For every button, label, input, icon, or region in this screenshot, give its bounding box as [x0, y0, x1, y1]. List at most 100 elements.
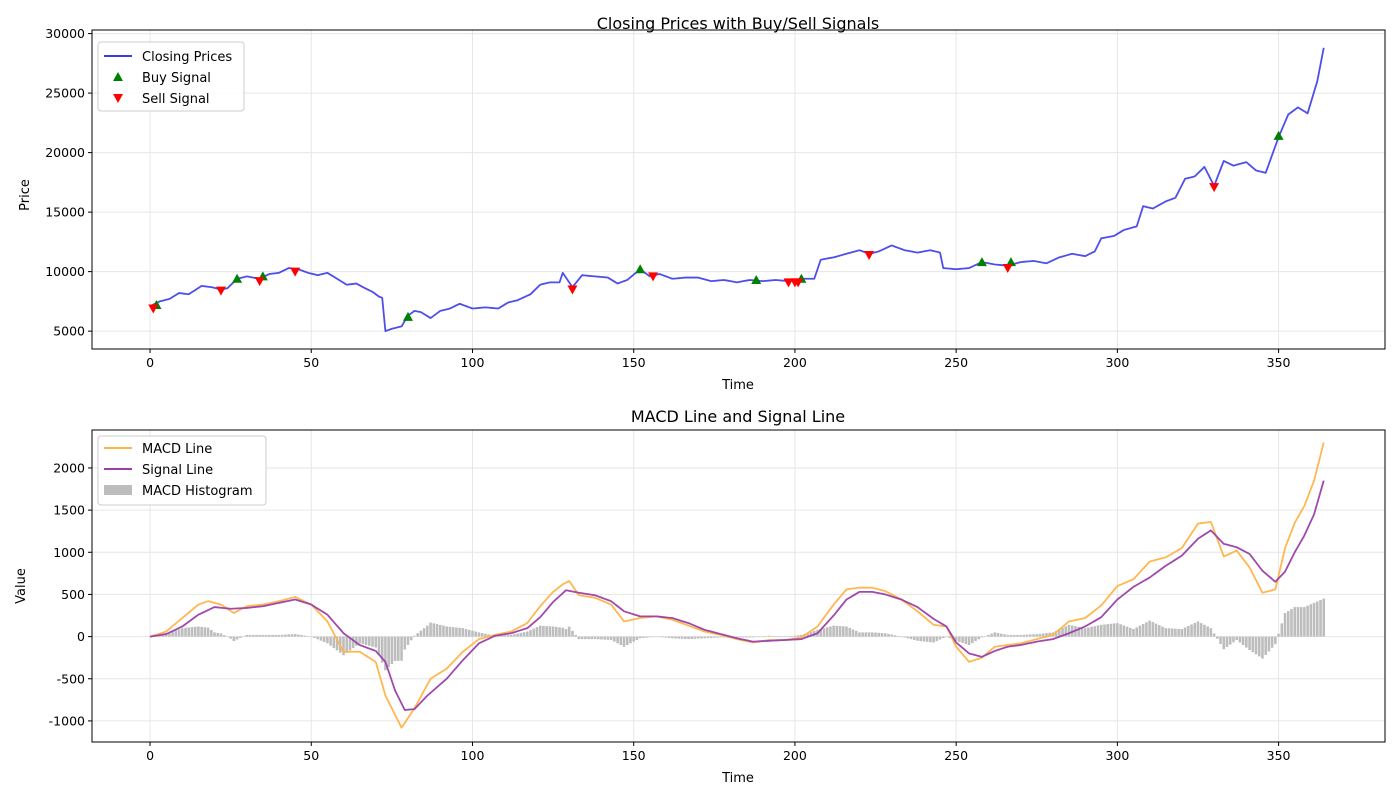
- macd-histogram-bar: [603, 636, 606, 640]
- macd-histogram-bar: [348, 636, 352, 651]
- macd-histogram-bar: [197, 626, 200, 637]
- macd-histogram-bar: [1261, 636, 1264, 659]
- macd-histogram-bar: [387, 636, 390, 668]
- macd-histogram-bar: [542, 625, 545, 637]
- macd-histogram-bar: [255, 634, 258, 637]
- macd-histogram-bar: [1303, 607, 1306, 637]
- macd-histogram-bar: [555, 626, 558, 637]
- macd-histogram-bar: [1222, 636, 1226, 650]
- macd-histogram-bar: [771, 635, 774, 637]
- macd-histogram-bar: [874, 632, 877, 637]
- macd-histogram-bar: [384, 636, 387, 671]
- macd-histogram-bar: [406, 636, 410, 645]
- macd-histogram-bar: [355, 636, 358, 646]
- macd-histogram-bar: [906, 636, 910, 639]
- macd-histogram-bar: [1025, 634, 1029, 637]
- legend-label-signal-line: Signal Line: [142, 463, 213, 478]
- macd-histogram-bar: [1077, 626, 1080, 637]
- price-y-axis-label: Price: [18, 179, 33, 211]
- macd-histogram-bar: [1306, 605, 1309, 637]
- macd-histogram-bar: [938, 636, 942, 640]
- macd-histogram-bar: [754, 636, 758, 638]
- macd-histogram-bar: [319, 636, 323, 641]
- macd-histogram-bar: [1080, 627, 1084, 637]
- macd-histogram-bar: [1006, 634, 1010, 637]
- macd-histogram-bar: [961, 636, 964, 643]
- price-x-tick-label: 200: [783, 355, 807, 370]
- sell-signal-marker: [567, 285, 578, 295]
- macd-histogram-bar: [548, 626, 552, 637]
- macd-histogram-bar: [416, 633, 419, 637]
- macd-histogram-bar: [764, 636, 768, 637]
- macd-histogram-bar: [783, 636, 787, 638]
- buy-signal-marker: [976, 257, 987, 267]
- macd-histogram-bar: [593, 636, 597, 640]
- macd-plot-frame: [91, 429, 1386, 743]
- macd-histogram-bar: [1141, 623, 1145, 637]
- macd-histogram-bar: [609, 636, 613, 640]
- macd-histogram-bar: [1183, 627, 1187, 637]
- macd-histogram-bar: [1190, 624, 1193, 637]
- macd-histogram-bar: [964, 636, 968, 644]
- sell-signal-marker: [864, 250, 875, 260]
- macd-histogram-bar: [919, 636, 922, 642]
- macd-histogram-bar: [616, 636, 619, 644]
- macd-histogram-bar: [380, 636, 384, 663]
- macd-histogram-bar: [477, 632, 481, 637]
- macd-histogram-bar: [980, 636, 984, 638]
- macd-histogram-bar: [758, 636, 761, 638]
- macd-histogram-bar: [970, 636, 974, 644]
- price-chart: Closing Prices with Buy/Sell Signals 0 50…: [18, 14, 1386, 393]
- macd-histogram-bar: [1193, 622, 1197, 637]
- sell-signal-marker: [1002, 264, 1013, 274]
- macd-histogram-bar: [1212, 633, 1216, 637]
- macd-x-tick-label: 50: [303, 748, 319, 763]
- macd-histogram-bar: [622, 636, 626, 647]
- macd-histogram-bar: [1038, 633, 1042, 637]
- macd-x-tick-label: 100: [461, 748, 485, 763]
- macd-histogram-bar: [1180, 629, 1184, 637]
- macd-histogram-bar: [571, 630, 574, 637]
- macd-histogram-bar: [561, 627, 565, 637]
- price-x-tick-label: 350: [1267, 355, 1291, 370]
- macd-histogram-bar: [1061, 627, 1064, 637]
- macd-histogram-bar: [738, 636, 742, 638]
- macd-histogram-bar: [455, 627, 458, 637]
- macd-histogram-bar: [1248, 636, 1251, 651]
- macd-histogram-bar: [1228, 636, 1232, 645]
- buy-signal-marker: [1273, 130, 1284, 140]
- macd-histogram-bar: [800, 634, 803, 637]
- macd-histogram-bar: [838, 626, 842, 637]
- macd-histogram-bar: [1000, 633, 1003, 637]
- macd-histogram-bar: [1138, 625, 1142, 637]
- macd-histogram-bar: [503, 635, 507, 637]
- macd-histogram-bar: [435, 624, 439, 637]
- sell-signal-marker: [290, 267, 301, 277]
- macd-y-tick-label: 500: [61, 587, 85, 602]
- macd-histogram-bar: [400, 636, 403, 661]
- macd-histogram-bar: [368, 636, 371, 646]
- macd-histogram-bar: [551, 626, 555, 637]
- macd-histogram-bar: [848, 627, 852, 637]
- macd-histogram-bar: [1022, 634, 1026, 637]
- macd-histogram-bar: [1048, 632, 1051, 637]
- macd-histogram-bar: [239, 636, 242, 638]
- macd-histogram-bar: [1290, 609, 1293, 637]
- macd-histogram-bar: [1238, 636, 1242, 643]
- macd-histogram-bar: [532, 628, 536, 637]
- macd-histogram-bar: [464, 629, 468, 637]
- macd-histogram-bar: [235, 636, 239, 640]
- macd-histogram-bar: [680, 636, 684, 639]
- macd-histogram-bar: [1151, 622, 1155, 637]
- macd-histogram-bar: [200, 626, 203, 637]
- macd-histogram-bar: [809, 631, 813, 637]
- macd-histogram-bar: [300, 635, 303, 637]
- macd-histogram-bar: [851, 629, 855, 637]
- price-y-tick-label: 10000: [45, 264, 85, 279]
- macd-histogram-bar: [442, 625, 445, 637]
- macd-histogram-bar: [1032, 634, 1035, 637]
- macd-histogram-bar: [577, 636, 581, 640]
- macd-histogram-bar: [1219, 636, 1222, 644]
- macd-y-tick-label: 2000: [53, 460, 85, 475]
- macd-histogram-bar: [945, 636, 948, 638]
